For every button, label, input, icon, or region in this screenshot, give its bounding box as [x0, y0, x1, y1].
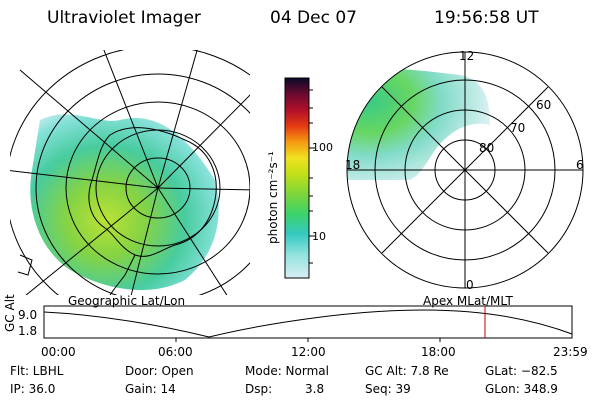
- aurora-image-geo: [30, 114, 219, 291]
- gc-alt-info: GC Alt: 7.8 Re: [365, 364, 449, 378]
- colorbar-unit-label: photon cm⁻²s⁻¹: [266, 151, 280, 244]
- timeline-xtick-0000: 00:00: [41, 345, 76, 359]
- colorbar-tick-100: 100: [312, 141, 333, 154]
- timeline-xtick-1800: 18:00: [421, 345, 456, 359]
- mlt-label-0: 0: [466, 278, 474, 292]
- aurora-image-polar: [347, 67, 490, 180]
- mlat-label-70: 70: [510, 121, 526, 135]
- geographic-map: [10, 50, 250, 295]
- seq-info: Seq: 39: [365, 382, 411, 396]
- timeline-xtick-2359: 23:59: [553, 345, 588, 359]
- timeline-ytick-1_8: 1.8: [18, 324, 38, 338]
- timeline-axis-label: GC Alt: [3, 294, 17, 332]
- dsp-label: Dsp:: [245, 382, 273, 396]
- mlat-label-80: 80: [479, 141, 495, 155]
- dsp-value: 3.8: [305, 382, 325, 396]
- mlt-label-12: 12: [459, 49, 475, 63]
- colorbar-tick-10: 10: [312, 230, 326, 243]
- polar-map-caption: Apex MLat/MLT: [423, 294, 513, 308]
- door-info: Door: Open: [125, 364, 194, 378]
- geo-map-caption: Geographic Lat/Lon: [68, 294, 186, 308]
- polar-mlt-map: [346, 51, 584, 289]
- glon-info: GLon: 348.9: [485, 382, 558, 396]
- timeline-xtick-1200: 12:00: [291, 345, 326, 359]
- gain-info: Gain: 14: [125, 382, 176, 396]
- ip-info: IP: 36.0: [10, 382, 56, 396]
- mlat-label-60: 60: [536, 98, 552, 112]
- timeline-xtick-0600: 06:00: [158, 345, 193, 359]
- mlt-label-18: 18: [345, 158, 361, 172]
- color-bar: [284, 77, 315, 279]
- glat-info: GLat: −82.5: [485, 364, 558, 378]
- mlt-label-6: 6: [576, 158, 584, 172]
- filter-info: Flt: LBHL: [10, 364, 64, 378]
- gc-alt-timeline: [43, 305, 573, 342]
- instrument-title: Ultraviolet Imager: [47, 8, 201, 28]
- timeline-ytick-9: 9.0: [18, 308, 38, 322]
- date-label: 04 Dec 07: [270, 8, 357, 28]
- time-label: 19:56:58 UT: [434, 8, 539, 28]
- mode-info: Mode: Normal: [245, 364, 329, 378]
